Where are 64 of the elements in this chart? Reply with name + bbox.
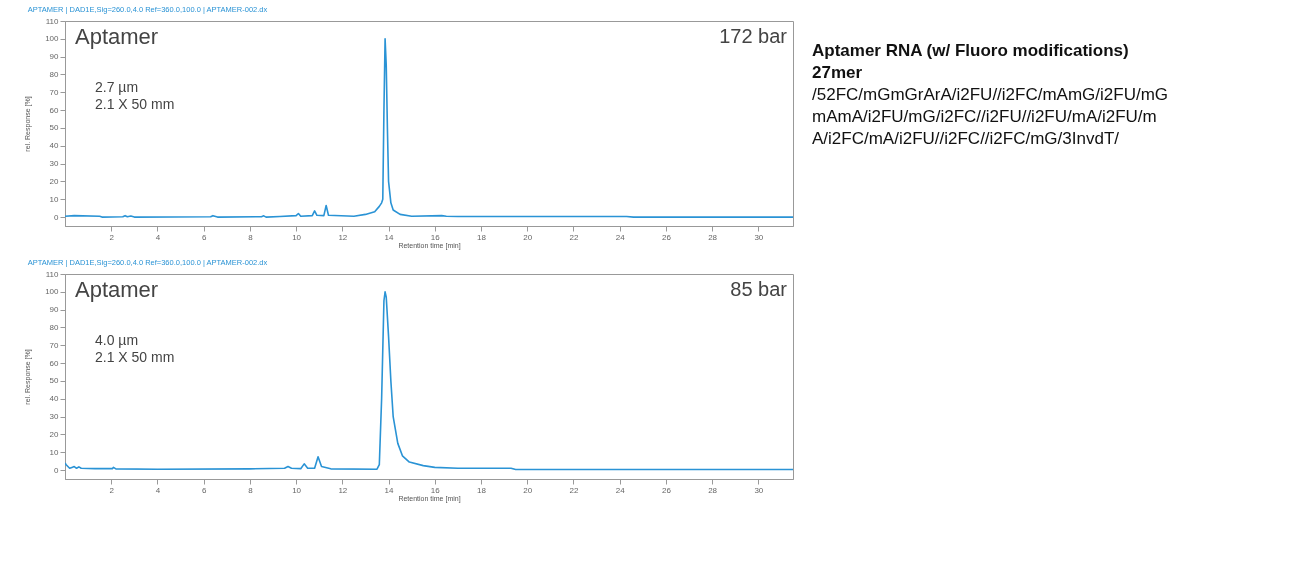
y-tick-label: 100: [45, 34, 60, 44]
annotation: 172 bar: [719, 25, 788, 47]
y-tick-label: 20: [49, 176, 60, 186]
x-tick-label: 26: [661, 232, 672, 242]
annotation: 2.1 X 50 mm: [95, 96, 175, 112]
x-tick-label: 12: [338, 485, 348, 495]
x-tick-label: 8: [248, 485, 254, 495]
y-tick-label: 10: [49, 447, 60, 457]
annotation: 4.0 µm: [95, 332, 139, 348]
x-tick-label: 20: [523, 232, 533, 242]
y-tick-label: 20: [49, 429, 60, 439]
x-tick-label: 28: [708, 485, 718, 495]
x-tick-label: 4: [155, 232, 161, 242]
y-tick-label: 70: [49, 340, 60, 350]
y-tick-label: 30: [49, 159, 60, 169]
x-tick-label: 14: [384, 232, 395, 242]
annotation: Aptamer: [75, 24, 159, 49]
x-tick-label: 24: [615, 485, 626, 495]
y-tick-label: 0: [54, 465, 60, 475]
x-tick-label: 8: [248, 232, 254, 242]
y-tick-label: 90: [49, 305, 60, 315]
y-tick-label: 70: [49, 87, 60, 97]
y-tick-label: 60: [49, 358, 60, 368]
x-tick-label: 6: [201, 485, 207, 495]
y-tick-label: 0: [54, 212, 60, 222]
x-tick-label: 22: [569, 232, 579, 242]
y-tick-label: 50: [49, 123, 60, 133]
x-tick-label: 20: [523, 485, 533, 495]
annotation: 85 bar: [730, 278, 788, 300]
y-tick-label: 10: [49, 194, 60, 204]
x-tick-label: 16: [430, 485, 441, 495]
y-tick-label: 30: [49, 412, 60, 422]
x-tick-label: 2: [109, 232, 115, 242]
y-tick-label: 80: [49, 322, 60, 332]
x-tick-label: 22: [569, 485, 579, 495]
x-tick-label: 4: [155, 485, 161, 495]
x-tick-label: 10: [292, 485, 302, 495]
annotation: 2.1 X 50 mm: [95, 349, 175, 365]
y-tick-label: 50: [49, 376, 60, 386]
y-tick-label: 110: [45, 269, 60, 279]
x-tick-label: 14: [384, 485, 395, 495]
x-tick-label: 6: [201, 232, 207, 242]
text: Aptamer RNA (w/ Fluoro modifications) 27mer: [812, 40, 1130, 84]
y-tick-label: 100: [45, 287, 60, 297]
x-tick-label: 30: [754, 232, 764, 242]
x-tick-label: 18: [477, 485, 487, 495]
y-tick-label: 90: [49, 52, 60, 62]
y-tick-label: 40: [49, 141, 60, 151]
x-tick-label: 26: [661, 485, 672, 495]
x-tick-label: 24: [615, 232, 626, 242]
x-tick-label: 28: [708, 232, 718, 242]
x-tick-label: 2: [109, 485, 115, 495]
x-tick-label: 12: [338, 232, 348, 242]
y-tick-label: 110: [45, 16, 60, 26]
text: /52FC/mGmGrArA/i2FU//i2FC/mAmG/i2FU/mGmAmA/i2FU/mG/i2FC//i2FU//i2FU/mA/i2FU/mA/i2FC/mA/i2FU//i2FC//i2FC/mG/3InvdT/: [812, 84, 1170, 150]
x-tick-label: 10: [292, 232, 302, 242]
x-tick-label: 18: [477, 232, 487, 242]
y-tick-label: 60: [49, 105, 60, 115]
annotation: 2.7 µm: [95, 79, 139, 95]
annotation: Aptamer: [75, 277, 159, 302]
y-tick-label: 80: [49, 69, 60, 79]
x-tick-label: 16: [430, 232, 441, 242]
y-tick-label: 40: [49, 394, 60, 404]
x-tick-label: 30: [754, 485, 764, 495]
